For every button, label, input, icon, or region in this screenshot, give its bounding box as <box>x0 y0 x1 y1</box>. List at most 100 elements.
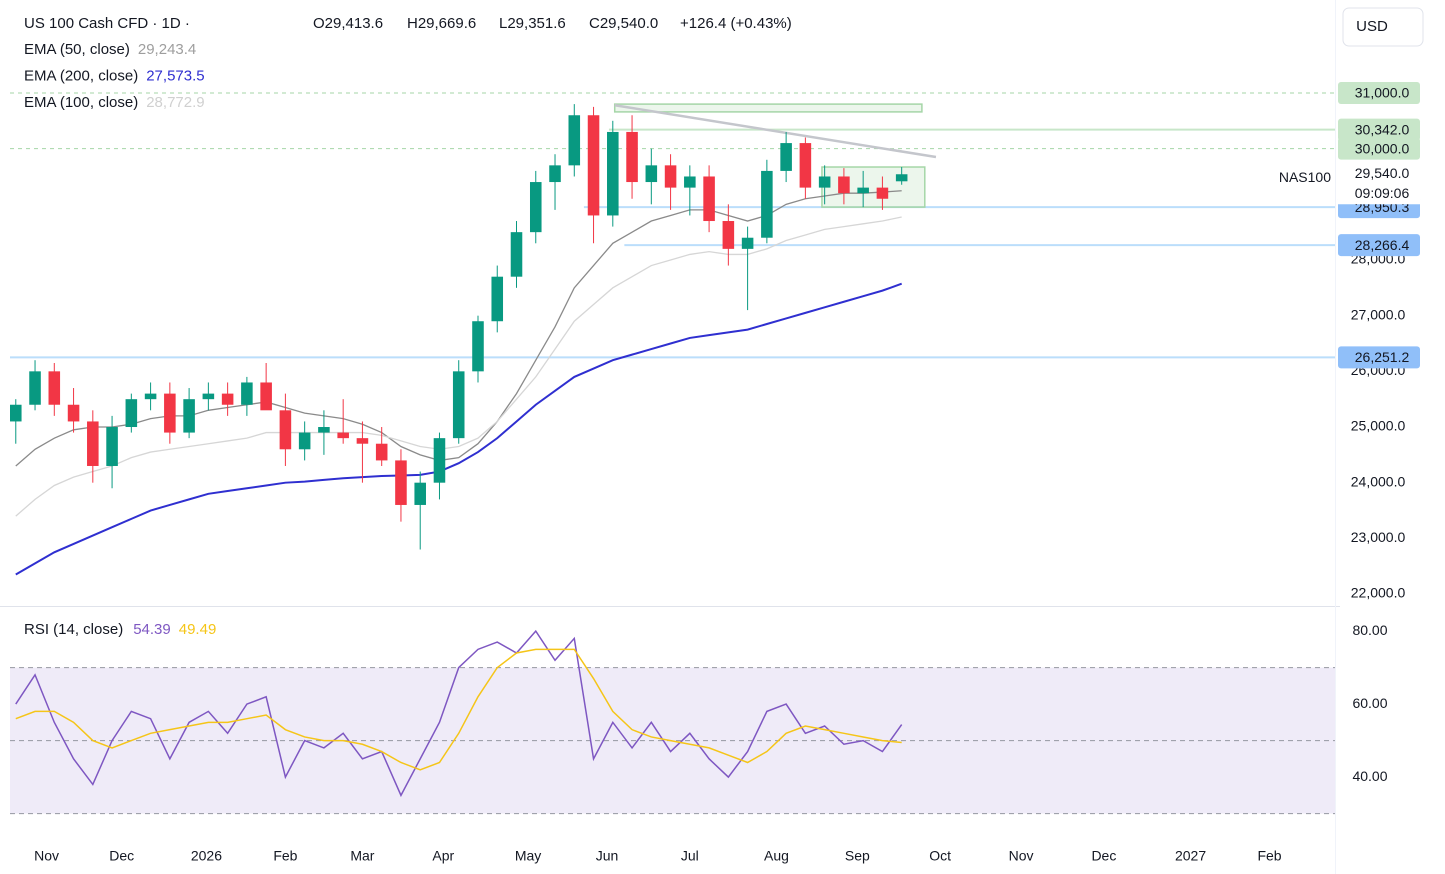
legend-value: 28,772.9 <box>146 94 204 111</box>
candle-body <box>684 176 696 188</box>
legend-name: EMA (50, close) <box>24 41 130 58</box>
legend-name: EMA (100, close) <box>24 94 138 111</box>
candle-body <box>703 176 715 222</box>
candle-body <box>356 438 369 444</box>
x-tick-label: Feb <box>273 848 297 864</box>
legend-value: 49.49 <box>179 621 217 638</box>
x-tick-label: Oct <box>929 848 951 864</box>
candle-body <box>144 393 157 400</box>
legend-value: 29,243.4 <box>138 41 196 58</box>
currency: USD <box>1356 18 1388 35</box>
candle-body <box>10 404 22 422</box>
x-tick-label: Apr <box>432 848 454 864</box>
candle-body <box>318 427 330 433</box>
candle-body <box>260 382 272 411</box>
last-price-tag <box>1338 162 1420 205</box>
candle-body <box>761 170 773 238</box>
candle-body <box>741 237 754 249</box>
ohlc-open: O29,413.6 <box>313 15 383 32</box>
candle-body <box>510 232 523 277</box>
drawing-box <box>613 103 923 113</box>
level-tag <box>1338 81 1420 104</box>
candle-body <box>607 131 619 216</box>
candle-body <box>183 399 195 433</box>
symbol-tag: NAS100 <box>1279 169 1331 185</box>
candle-body <box>626 131 638 183</box>
drawing-box <box>821 166 926 208</box>
level-tag-label: 26,251.2 <box>1355 349 1410 365</box>
x-tick-label: Jul <box>681 848 699 864</box>
candle-body <box>414 482 426 505</box>
candle-body <box>857 187 869 194</box>
candle-body <box>780 143 792 171</box>
candle-body <box>48 371 61 405</box>
candle-body <box>529 182 542 233</box>
x-tick-label: 2027 <box>1175 848 1206 864</box>
candle-body <box>125 399 138 428</box>
candle-body <box>895 174 908 182</box>
y-tick-label: 60.00 <box>1352 695 1387 711</box>
candle-body <box>818 176 831 188</box>
level-tag-label: 30,342.0 <box>1355 121 1410 137</box>
candle-body <box>106 427 118 466</box>
x-tick-label: Nov <box>1009 848 1034 864</box>
currency-button[interactable] <box>1342 7 1424 47</box>
legend-name: EMA (200, close) <box>24 67 138 84</box>
ema-line <box>15 190 902 467</box>
level-tag <box>1338 234 1420 257</box>
candle-body <box>799 143 812 188</box>
x-tick-label: Sep <box>845 848 870 864</box>
candle-body <box>838 176 850 194</box>
candle-body <box>221 393 234 405</box>
candle-body <box>587 115 600 216</box>
x-tick-label: Dec <box>1091 848 1116 864</box>
candle-body <box>298 432 311 450</box>
candle-body <box>549 165 561 183</box>
y-tick-label: 24,000.0 <box>1351 473 1406 489</box>
candle-body <box>876 187 889 199</box>
ohlc-close: C29,540.0 <box>589 15 658 32</box>
candle-body <box>491 276 504 322</box>
legend-value: 54.39 <box>133 621 171 638</box>
ema-line <box>15 216 902 517</box>
rsi-title: RSI (14, close) <box>24 621 123 638</box>
level-tag <box>1338 346 1420 369</box>
trendline <box>614 103 937 159</box>
y-tick-label: 80.00 <box>1352 622 1387 638</box>
countdown: 09:09:06 <box>1355 185 1410 201</box>
candle-body <box>472 321 484 372</box>
candle-body <box>433 438 446 483</box>
candle-body <box>452 371 465 439</box>
y-tick-label: 27,000.0 <box>1351 306 1406 322</box>
candle-body <box>568 115 581 166</box>
level-tag-label: 28,266.4 <box>1355 237 1410 253</box>
candle-body <box>241 382 253 405</box>
candle-body <box>87 421 99 466</box>
x-tick-label: Feb <box>1257 848 1281 864</box>
candle-body <box>337 432 349 439</box>
candle-body <box>202 393 215 400</box>
candle-body <box>645 165 658 183</box>
x-tick-label: Aug <box>764 848 789 864</box>
x-tick-label: Jun <box>596 848 619 864</box>
x-tick-label: Mar <box>350 848 374 864</box>
symbol: US 100 Cash CFD · 1D · <box>24 15 190 32</box>
level-tag-label: 31,000.0 <box>1355 85 1410 101</box>
rsi-line <box>15 648 902 771</box>
x-tick-label: Dec <box>109 848 134 864</box>
candle-body <box>67 404 80 422</box>
rsi-line <box>15 629 903 798</box>
level-tag <box>1338 118 1420 141</box>
ohlc-change: +126.4 (+0.43%) <box>680 15 792 32</box>
legend-value: 27,573.5 <box>146 67 204 84</box>
candle-body <box>722 221 735 249</box>
candle-body <box>279 410 292 450</box>
candle-body <box>395 460 407 505</box>
y-tick-label: 40.00 <box>1352 768 1387 784</box>
y-tick-label: 25,000.0 <box>1351 418 1406 434</box>
candle-body <box>29 371 41 405</box>
candle-body <box>375 443 388 461</box>
